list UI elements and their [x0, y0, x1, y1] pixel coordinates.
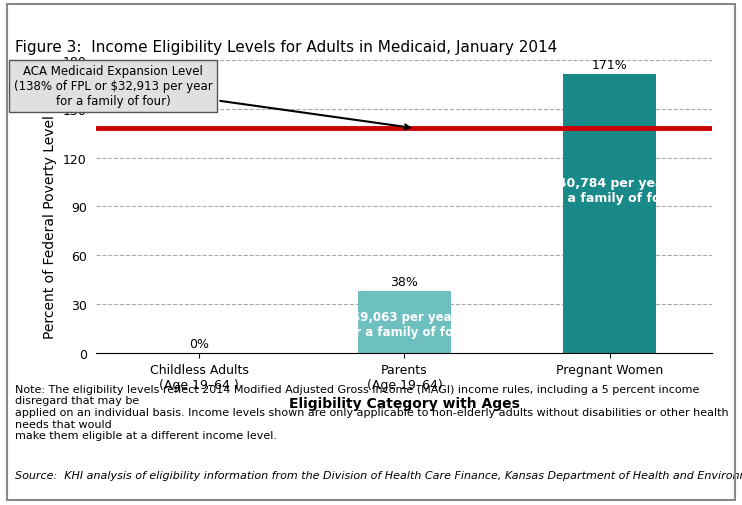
Text: 0%: 0%	[189, 337, 209, 350]
Text: 171%: 171%	[592, 59, 628, 72]
Text: ACA Medicaid Expansion Level
(138% of FPL or $32,913 per year
for a family of fo: ACA Medicaid Expansion Level (138% of FP…	[13, 65, 410, 130]
Text: Source:  KHI analysis of eligibility information from the Division of Health Car: Source: KHI analysis of eligibility info…	[15, 470, 742, 480]
Text: Figure 3:  Income Eligibility Levels for Adults in Medicaid, January 2014: Figure 3: Income Eligibility Levels for …	[15, 40, 557, 56]
Bar	[358, 292, 450, 354]
Y-axis label: Percent of Federal Poverty Level (FPL): Percent of Federal Poverty Level (FPL)	[43, 76, 57, 338]
Bar	[563, 75, 656, 353]
Text: $40,784 per year
for a family of four: $40,784 per year for a family of four	[543, 177, 676, 205]
Text: Note: The eligibility levels reflect 2014 Modified Adjusted Gross Income (MAGI) : Note: The eligibility levels reflect 201…	[15, 384, 729, 440]
Text: $9,063 per year
for a family of four: $9,063 per year for a family of four	[342, 310, 467, 338]
Text: 38%: 38%	[390, 275, 418, 288]
X-axis label: Eligibility Category with Ages: Eligibility Category with Ages	[289, 397, 520, 411]
